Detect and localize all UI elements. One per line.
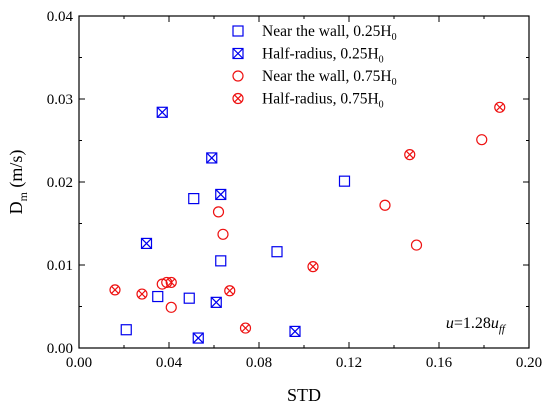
data-point-series-1 (215, 255, 227, 267)
annotation-u2: u (491, 315, 499, 332)
x-tick-label: 0.16 (426, 355, 453, 371)
legend-label-4: Half-radius, 0.75H0 (262, 91, 384, 111)
x-tick-label: 0.08 (246, 355, 272, 371)
data-point-series-1 (338, 175, 351, 187)
data-point-series-4 (239, 322, 252, 334)
data-point-series-3 (165, 301, 177, 313)
x-tick-label: 0.12 (336, 355, 362, 371)
data-point-series-4 (109, 284, 121, 296)
legend-label-2: Half-radius, 0.25H0 (262, 46, 384, 66)
data-point-series-4 (224, 285, 236, 297)
ticks-layer: 0.00 0.04 0.08 0.12 0.16 0.20 0.00 0.01 0.02 0.03… (47, 9, 542, 371)
legend-label-3: Near the wall, 0.75H0 (262, 68, 397, 88)
annotation-sub: ff (499, 323, 507, 335)
data-point-series-3 (476, 134, 488, 146)
data-point-series-2 (215, 188, 227, 201)
annotation-eq: =1.28 (454, 315, 491, 332)
y-tick-label: 0.04 (47, 9, 74, 25)
x-axis-title: STD (287, 385, 321, 405)
data-point-series-2 (289, 325, 301, 337)
data-point-series-4 (494, 101, 506, 113)
data-point-series-4 (136, 288, 148, 300)
data-point-series-2 (206, 152, 218, 164)
annotation-u: u (446, 315, 454, 332)
y-tick-label: 0.03 (47, 92, 73, 108)
legend-marker-1 (232, 25, 244, 37)
data-point-series-2 (140, 237, 153, 250)
data-point-series-4 (307, 261, 319, 273)
legend-label-1: Near the wall, 0.25H0 (262, 23, 397, 43)
annotation-text: u=1.28uff (446, 315, 507, 335)
y-axis-title-sub: m (16, 191, 30, 201)
y-tick-label: 0.02 (47, 175, 73, 191)
data-point-series-1 (120, 324, 132, 336)
legend-marker-2 (232, 47, 244, 60)
y-axis-title: Dm (m/s) (6, 150, 30, 215)
legend: Near the wall, 0.25H0 Half-radius, 0.25H0… (232, 23, 397, 111)
points-layer (109, 101, 506, 344)
legend-marker-3 (232, 70, 244, 82)
data-point-series-2 (192, 332, 204, 344)
data-point-series-3 (212, 206, 225, 218)
y-axis-title-main: D (6, 201, 26, 214)
data-point-series-1 (183, 292, 195, 304)
data-point-series-4 (165, 276, 177, 289)
legend-marker-4 (232, 92, 244, 105)
y-tick-label: 0.00 (47, 341, 73, 357)
x-tick-label: 0.00 (66, 355, 92, 371)
data-point-series-2 (156, 106, 168, 118)
data-point-series-3 (410, 239, 423, 251)
x-tick-label: 0.04 (156, 355, 183, 371)
data-point-series-4 (404, 149, 416, 161)
data-point-series-3 (156, 278, 168, 290)
data-point-series-3 (379, 199, 391, 211)
y-tick-label: 0.01 (47, 258, 73, 274)
plot-frame (78, 15, 530, 349)
y-axis-title-unit: (m/s) (6, 150, 27, 193)
data-point-series-1 (152, 290, 164, 303)
x-tick-label: 0.20 (516, 355, 542, 371)
data-point-series-1 (188, 193, 200, 205)
data-point-series-3 (217, 228, 229, 240)
data-point-series-1 (271, 246, 283, 258)
data-point-series-2 (210, 296, 222, 308)
